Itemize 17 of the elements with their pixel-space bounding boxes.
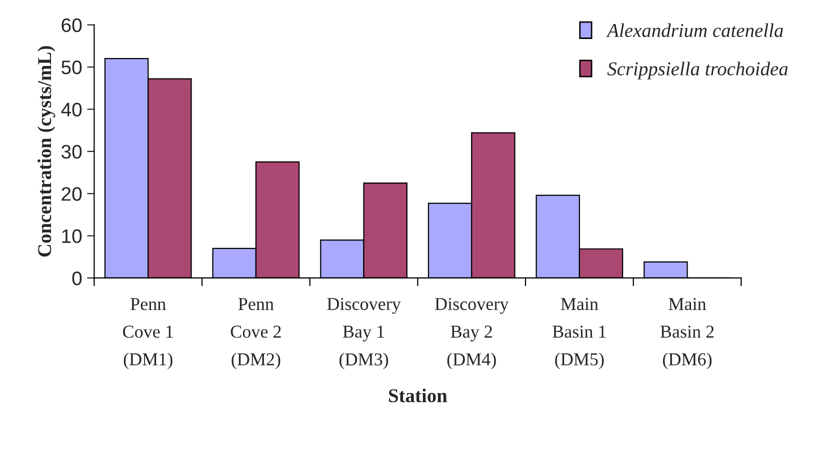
y-axis-title: Concentration (cysts/mL) [38, 46, 56, 257]
legend-label: Alexandrium catenella [606, 23, 783, 38]
legend-label: Scrippsiella trochoidea [607, 62, 788, 80]
y-tick-label: 10 [62, 229, 82, 244]
x-tick-label: Main Basin 2 (DM6) [660, 298, 714, 370]
x-tick-label: Penn Cove 1 (DM1) [123, 298, 173, 370]
x-axis-title: Station [389, 388, 448, 402]
y-tick-label: 20 [62, 187, 82, 201]
x-tick-label: Main Basin 1 (DM5) [552, 298, 606, 370]
x-tick-label: Discovery Bay 1 (DM3) [327, 298, 401, 370]
y-tick-label: 60 [62, 18, 82, 32]
y-tick-label: 0 [72, 271, 82, 286]
y-tick-label: 30 [61, 144, 82, 159]
x-tick-label: Discovery Bay 2 (DM4) [435, 298, 509, 370]
y-tick-label: 40 [61, 102, 82, 116]
y-tick-label: 50 [62, 60, 82, 74]
x-tick-label: Penn Cove 2 (DM2) [230, 298, 281, 370]
